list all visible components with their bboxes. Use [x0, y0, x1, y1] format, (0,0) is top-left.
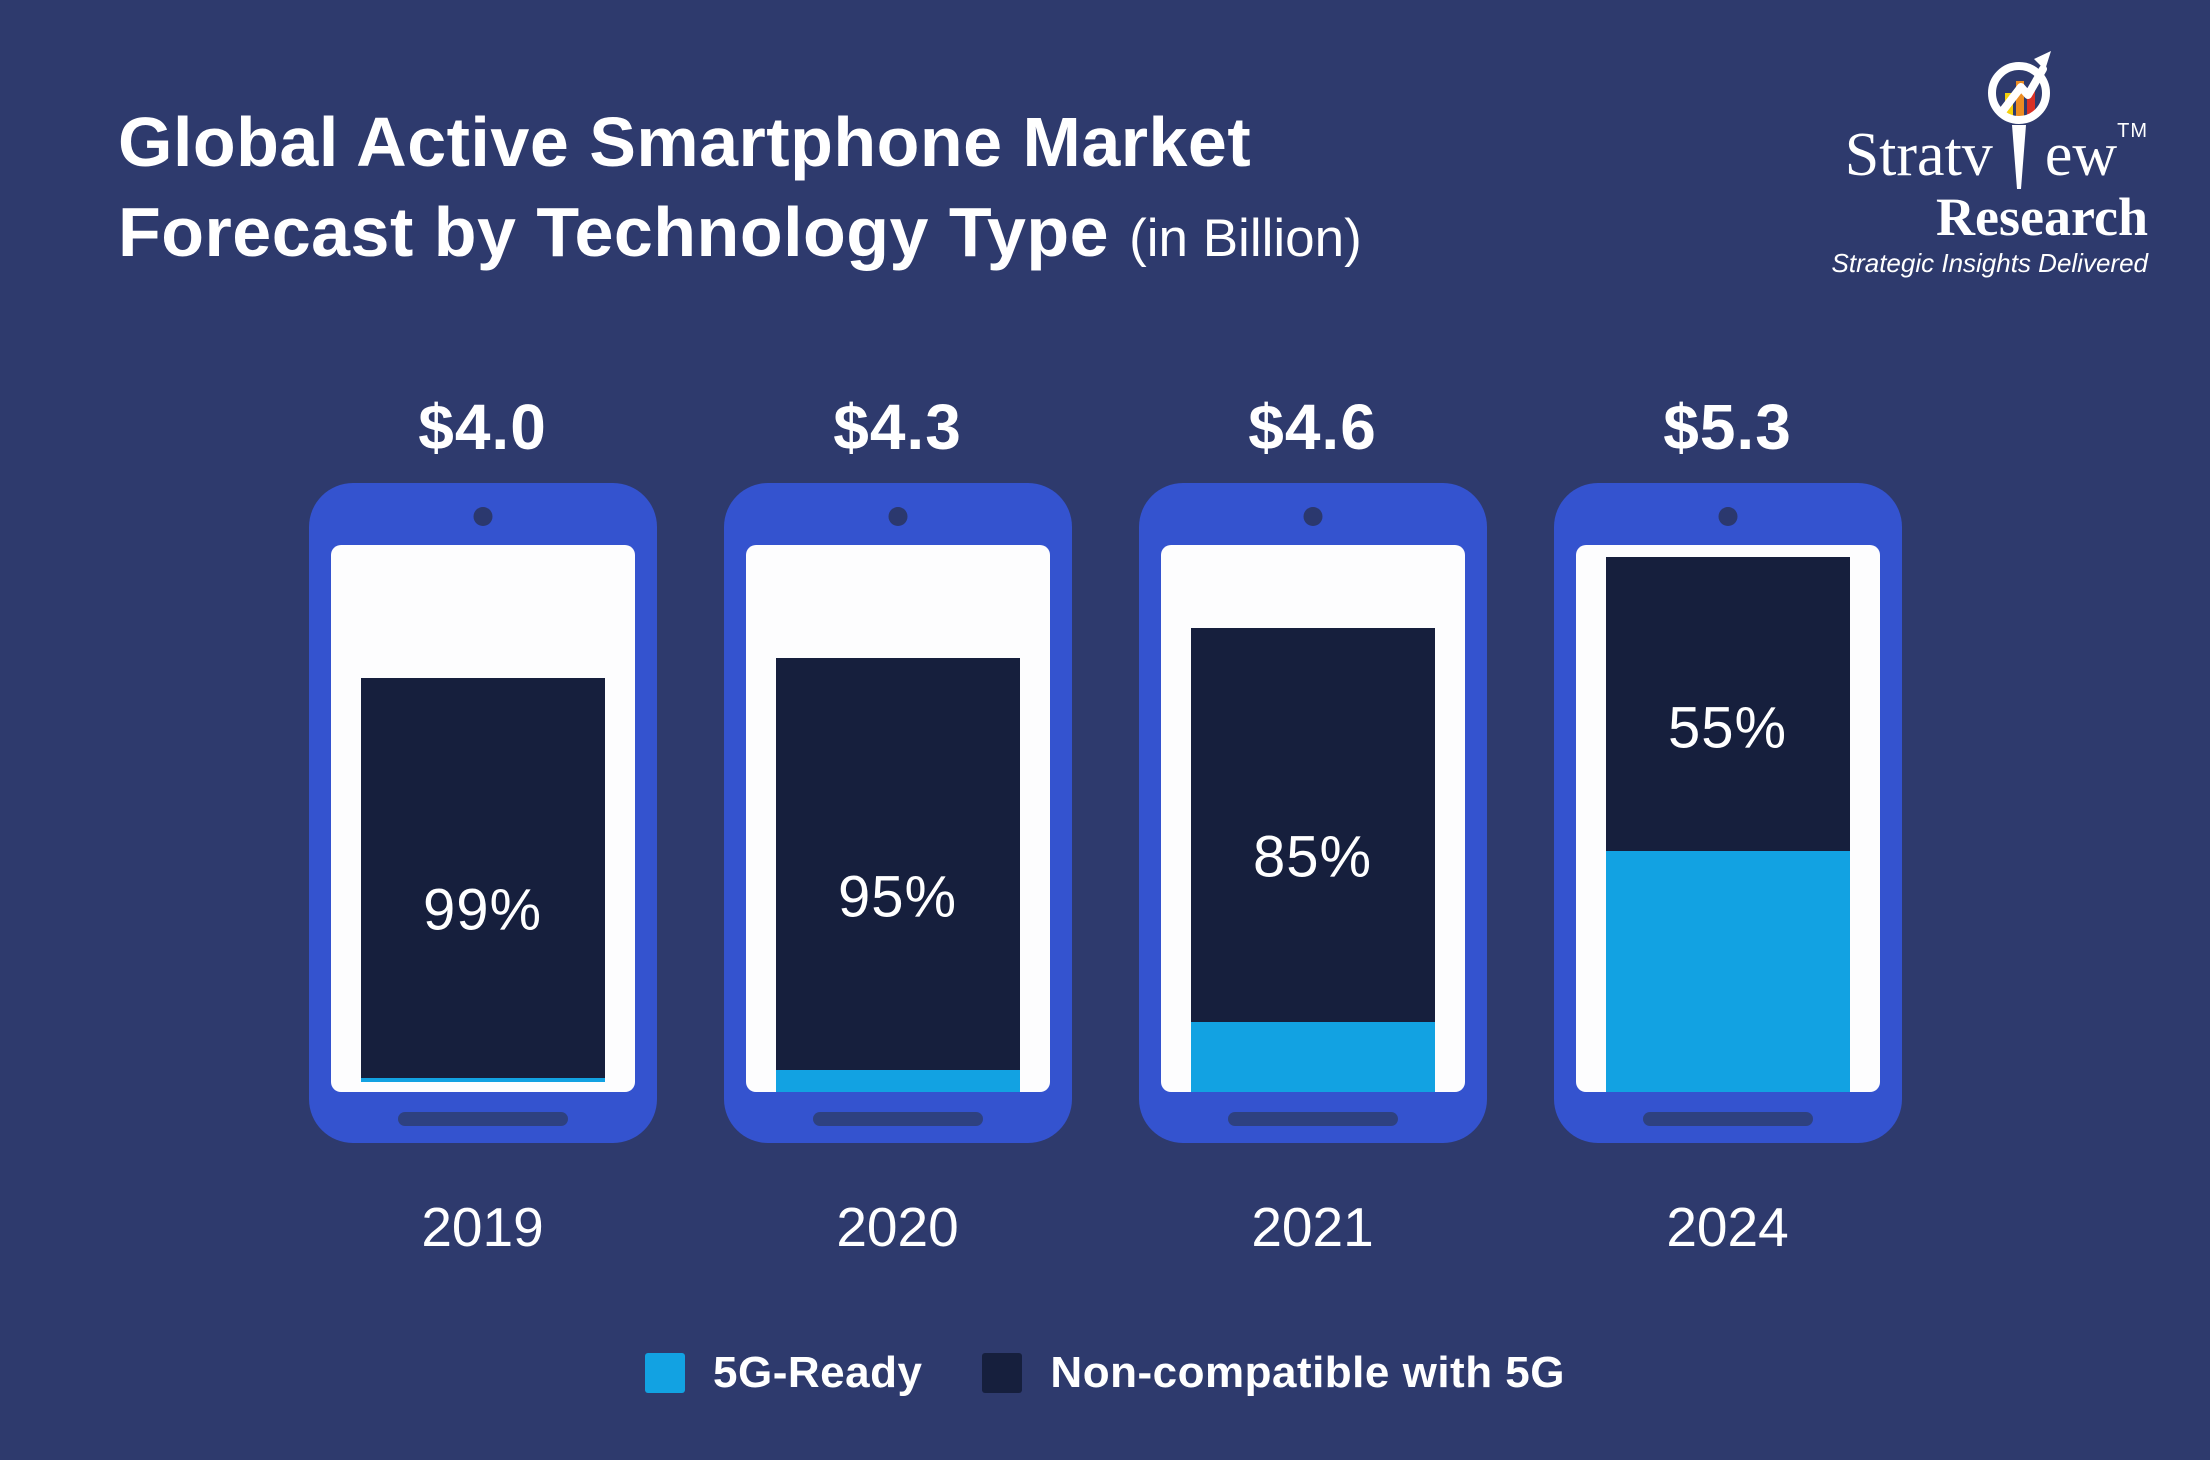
segment-5g-ready — [1605, 851, 1850, 1092]
trademark-symbol: TM — [2117, 120, 2148, 142]
legend-item-non-compatible: Non-compatible with 5G — [982, 1348, 1565, 1398]
stacked-bar: 85% — [1190, 628, 1435, 1092]
segment-non-compatible: 95% — [775, 658, 1020, 1070]
page-title: Global Active Smartphone Market Forecast… — [118, 97, 1362, 284]
stacked-bar: 99% — [360, 678, 605, 1082]
camera-dot-icon — [888, 507, 907, 526]
stacked-bar: 55% — [1605, 557, 1850, 1092]
smartphone-pictogram: 55% — [1553, 483, 1902, 1143]
phone-column: $4.6 85% 2021 — [1138, 391, 1487, 1258]
legend-item-5g-ready: 5G-Ready — [645, 1348, 922, 1398]
year-label: 2024 — [1666, 1196, 1789, 1258]
smartphone-pictogram: 85% — [1138, 483, 1487, 1143]
brand-subname: Research — [1936, 187, 2148, 247]
brand-tagline: Strategic Insights Delivered — [1831, 248, 2148, 278]
brand-name: Stratv ewTM — [1768, 51, 2148, 189]
title-unit-suffix: (in Billion) — [1129, 208, 1362, 268]
brand-prefix: Stratv — [1844, 121, 1993, 189]
chart-legend: 5G-Ready Non-compatible with 5G — [0, 1348, 2210, 1398]
market-value-label: $5.3 — [1663, 391, 1792, 463]
market-value-label: $4.3 — [833, 391, 962, 463]
segment-non-compatible: 99% — [360, 678, 605, 1078]
legend-label: 5G-Ready — [713, 1348, 923, 1397]
phone-screen: 95% — [745, 545, 1050, 1092]
home-indicator — [1227, 1112, 1398, 1126]
year-label: 2019 — [421, 1196, 544, 1258]
smartphone-pictogram: 95% — [723, 483, 1072, 1143]
home-indicator — [397, 1112, 568, 1126]
title-line-1: Global Active Smartphone Market — [118, 102, 1252, 181]
legend-label: Non-compatible with 5G — [1050, 1348, 1565, 1397]
legend-swatch-5g-ready — [645, 1353, 685, 1393]
segment-non-compatible: 55% — [1605, 557, 1850, 851]
phone-screen: 85% — [1160, 545, 1465, 1092]
year-label: 2021 — [1251, 1196, 1374, 1258]
stratview-research-logo: Stratv ewTM Research Strategic Insights … — [1768, 42, 2148, 280]
segment-5g-ready — [360, 1078, 605, 1082]
non5g-percentage-label: 99% — [422, 877, 543, 943]
title-line-2: Forecast by Technology Type — [118, 192, 1110, 271]
stacked-bar: 95% — [775, 658, 1020, 1092]
phone-column: $4.3 95% 2020 — [723, 391, 1072, 1258]
smartphone-pictogram: 99% — [308, 483, 657, 1143]
camera-dot-icon — [1303, 507, 1322, 526]
phone-screen: 99% — [330, 545, 635, 1092]
year-label: 2020 — [836, 1196, 959, 1258]
magnifier-growth-chart-icon — [1987, 51, 2051, 189]
legend-swatch-non-compatible — [982, 1353, 1023, 1393]
phone-column: $4.0 99% 2019 — [308, 391, 657, 1258]
segment-5g-ready — [1190, 1022, 1435, 1092]
non5g-percentage-label: 95% — [837, 864, 958, 930]
phone-column: $5.3 55% 2024 — [1553, 391, 1902, 1258]
home-indicator — [1642, 1112, 1813, 1126]
non5g-percentage-label: 55% — [1667, 695, 1788, 761]
market-value-label: $4.6 — [1248, 391, 1377, 463]
camera-dot-icon — [473, 507, 492, 526]
home-indicator — [812, 1112, 983, 1126]
camera-dot-icon — [1718, 507, 1737, 526]
non5g-percentage-label: 85% — [1252, 824, 1373, 890]
market-value-label: $4.0 — [418, 391, 547, 463]
phone-screen: 55% — [1575, 545, 1880, 1092]
segment-5g-ready — [775, 1070, 1020, 1092]
brand-suffix: ew — [2044, 121, 2118, 189]
segment-non-compatible: 85% — [1190, 628, 1435, 1022]
phone-bar-chart: $4.0 99% 2019 $4.3 — [0, 395, 2210, 1256]
